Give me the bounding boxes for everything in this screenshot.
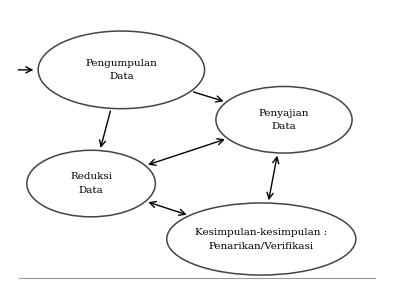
Text: Penyajian
Data: Penyajian Data — [259, 109, 309, 131]
Ellipse shape — [167, 203, 356, 275]
Ellipse shape — [27, 150, 155, 217]
Text: Kesimpulan-kesimpulan :
Penarikan/Verifikasi: Kesimpulan-kesimpulan : Penarikan/Verifi… — [195, 228, 327, 250]
Ellipse shape — [38, 31, 204, 109]
Text: Pengumpulan
Data: Pengumpulan Data — [85, 59, 157, 81]
Ellipse shape — [216, 86, 352, 153]
Text: Reduksi
Data: Reduksi Data — [70, 173, 112, 195]
